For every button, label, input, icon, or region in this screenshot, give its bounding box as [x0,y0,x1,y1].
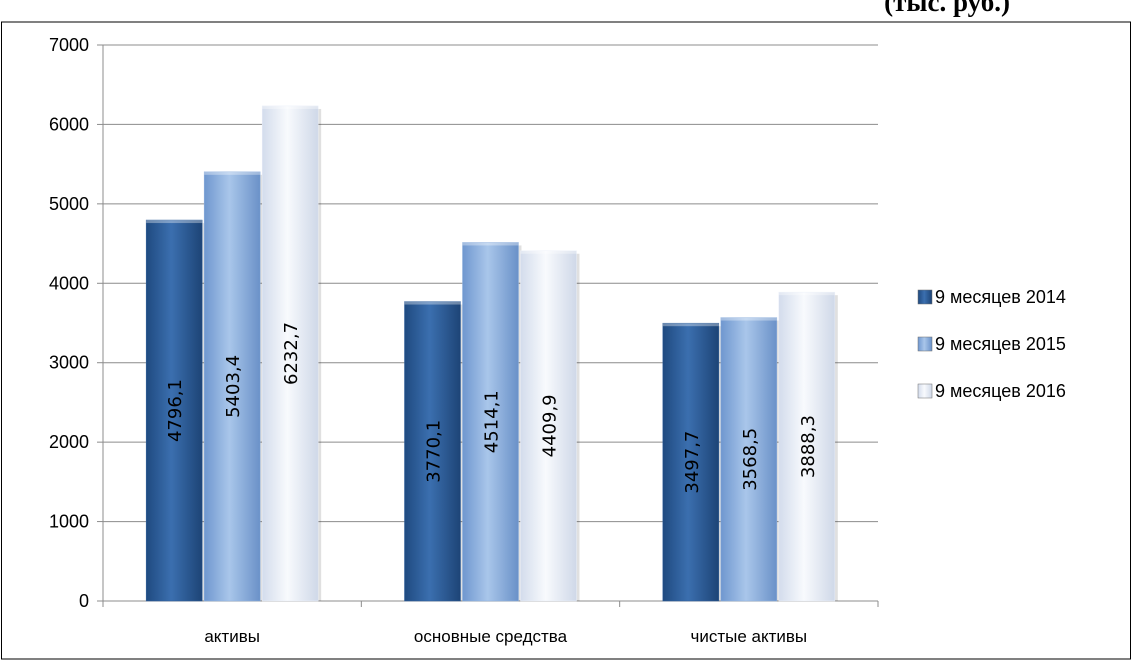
bar-top-highlight [462,242,519,246]
data-label: 3568,5 [740,428,761,491]
bar-top-highlight [146,220,203,224]
legend-label: 9 месяцев 2015 [935,334,1066,354]
data-label: 6232,7 [281,322,302,385]
bar [778,291,836,602]
data-label: 4796,1 [165,379,186,442]
y-tick-label: 5000 [49,194,89,214]
title-backdrop [0,0,1132,21]
axes: 0 1000 2000 3000 4000 5000 6000 7000 активы основ… [49,35,879,646]
bar-top-highlight [662,323,719,327]
y-tick-label: 4000 [49,273,89,293]
bar [145,219,203,602]
bar-top-highlight [262,105,319,109]
y-tick-label: 3000 [49,353,89,373]
bar-top-highlight [778,292,835,296]
bar-top-highlight [404,301,461,305]
legend-label: 9 месяцев 2014 [935,287,1066,307]
y-tick-label: 6000 [49,114,89,134]
bar-top-highlight [520,250,577,254]
legend-swatch [917,336,933,352]
x-category-label: чистые активы [691,627,808,646]
y-tick-label: 7000 [49,35,89,55]
bar [404,301,461,602]
legend-label: 9 месяцев 2016 [935,381,1066,401]
bar-top-highlight [720,317,777,321]
data-label: 3888,3 [798,415,819,478]
legend-swatch [917,289,933,305]
bar [261,105,319,602]
bar [720,317,778,602]
y-tick-label: 2000 [49,432,89,452]
data-labels: 4796,1 5403,4 6232,7 3770,1 4514,1 4409,9 3497… [165,322,819,494]
data-label: 3497,7 [682,431,703,494]
data-label: 4409,9 [540,394,561,457]
data-label: 5403,4 [223,355,244,418]
legend-swatch [917,383,933,399]
bar [520,250,577,602]
data-label: 3770,1 [424,420,445,483]
bar [662,322,720,602]
y-tick-label: 1000 [49,512,89,532]
bars [145,105,838,602]
bar [462,242,519,602]
chart-title: (тыс. руб.) [884,0,1010,17]
x-category-label: основные средства [414,627,568,646]
y-tick-label: 0 [79,591,89,611]
legend: 9 месяцев 2014 9 месяцев 2015 9 месяцев 20… [917,287,1066,401]
bar [203,171,261,602]
data-label: 4514,1 [482,390,503,453]
chart-frame [1,21,1131,660]
bar-top-highlight [204,171,261,175]
x-category-label: активы [204,627,260,646]
